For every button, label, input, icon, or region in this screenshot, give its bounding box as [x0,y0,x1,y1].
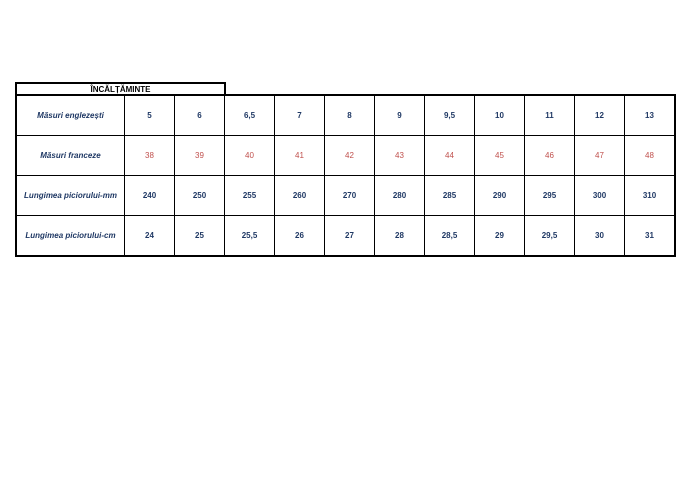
table-cell: 6,5 [224,94,275,136]
table-cell: 48 [624,135,676,176]
table-cell: 7 [274,94,325,136]
table-cell: 40 [224,135,275,176]
table-cell: 13 [624,94,676,136]
row-header: Lungimea piciorului-mm [15,175,125,216]
table-cell: 26 [274,215,325,257]
table-cell: 31 [624,215,676,257]
table-cell: 44 [424,135,475,176]
table-cell: 285 [424,175,475,216]
row-header: Lungimea piciorului-cm [15,215,125,257]
table-row: Măsuri englezești 5 6 6,5 7 8 9 9,5 10 11 12 13 [15,94,676,136]
table-cell: 6 [174,94,225,136]
table-cell: 25 [174,215,225,257]
table-row: Lungimea piciorului-cm 24 25 25,5 26 27 28 28,5… [15,215,676,257]
table-cell: 295 [524,175,575,216]
table-cell: 12 [574,94,625,136]
table-cell: 5 [124,94,175,136]
table-cell: 270 [324,175,375,216]
table-cell: 46 [524,135,575,176]
table-cell: 41 [274,135,325,176]
row-header: Măsuri englezești [15,94,125,136]
table-cell: 25,5 [224,215,275,257]
row-header: Măsuri franceze [15,135,125,176]
table-cell: 310 [624,175,676,216]
table-cell: 42 [324,135,375,176]
table-cell: 28 [374,215,425,257]
table-cell: 47 [574,135,625,176]
table-cell: 255 [224,175,275,216]
table-cell: 280 [374,175,425,216]
table-row: Măsuri franceze 38 39 40 41 42 43 44 45 46 47 48 [15,135,676,176]
table-cell: 11 [524,94,575,136]
table-cell: 38 [124,135,175,176]
table-cell: 260 [274,175,325,216]
table-cell: 9 [374,94,425,136]
table-cell: 240 [124,175,175,216]
table-cell: 250 [174,175,225,216]
table-cell: 39 [174,135,225,176]
table-cell: 27 [324,215,375,257]
table-cell: 30 [574,215,625,257]
shoe-size-table: Măsuri englezești 5 6 6,5 7 8 9 9,5 10 11 12 13 Măsu… [15,94,676,257]
table-cell: 290 [474,175,525,216]
table-row: Lungimea piciorului-mm 240 250 255 260 270 280… [15,175,676,216]
table-cell: 29 [474,215,525,257]
table-cell: 10 [474,94,525,136]
table-cell: 45 [474,135,525,176]
table-cell: 28,5 [424,215,475,257]
table-cell: 43 [374,135,425,176]
table-cell: 300 [574,175,625,216]
table-cell: 9,5 [424,94,475,136]
table-cell: 8 [324,94,375,136]
table-cell: 24 [124,215,175,257]
table-cell: 29,5 [524,215,575,257]
table-title: ÎNCĂLȚĂMINTE [15,82,226,96]
